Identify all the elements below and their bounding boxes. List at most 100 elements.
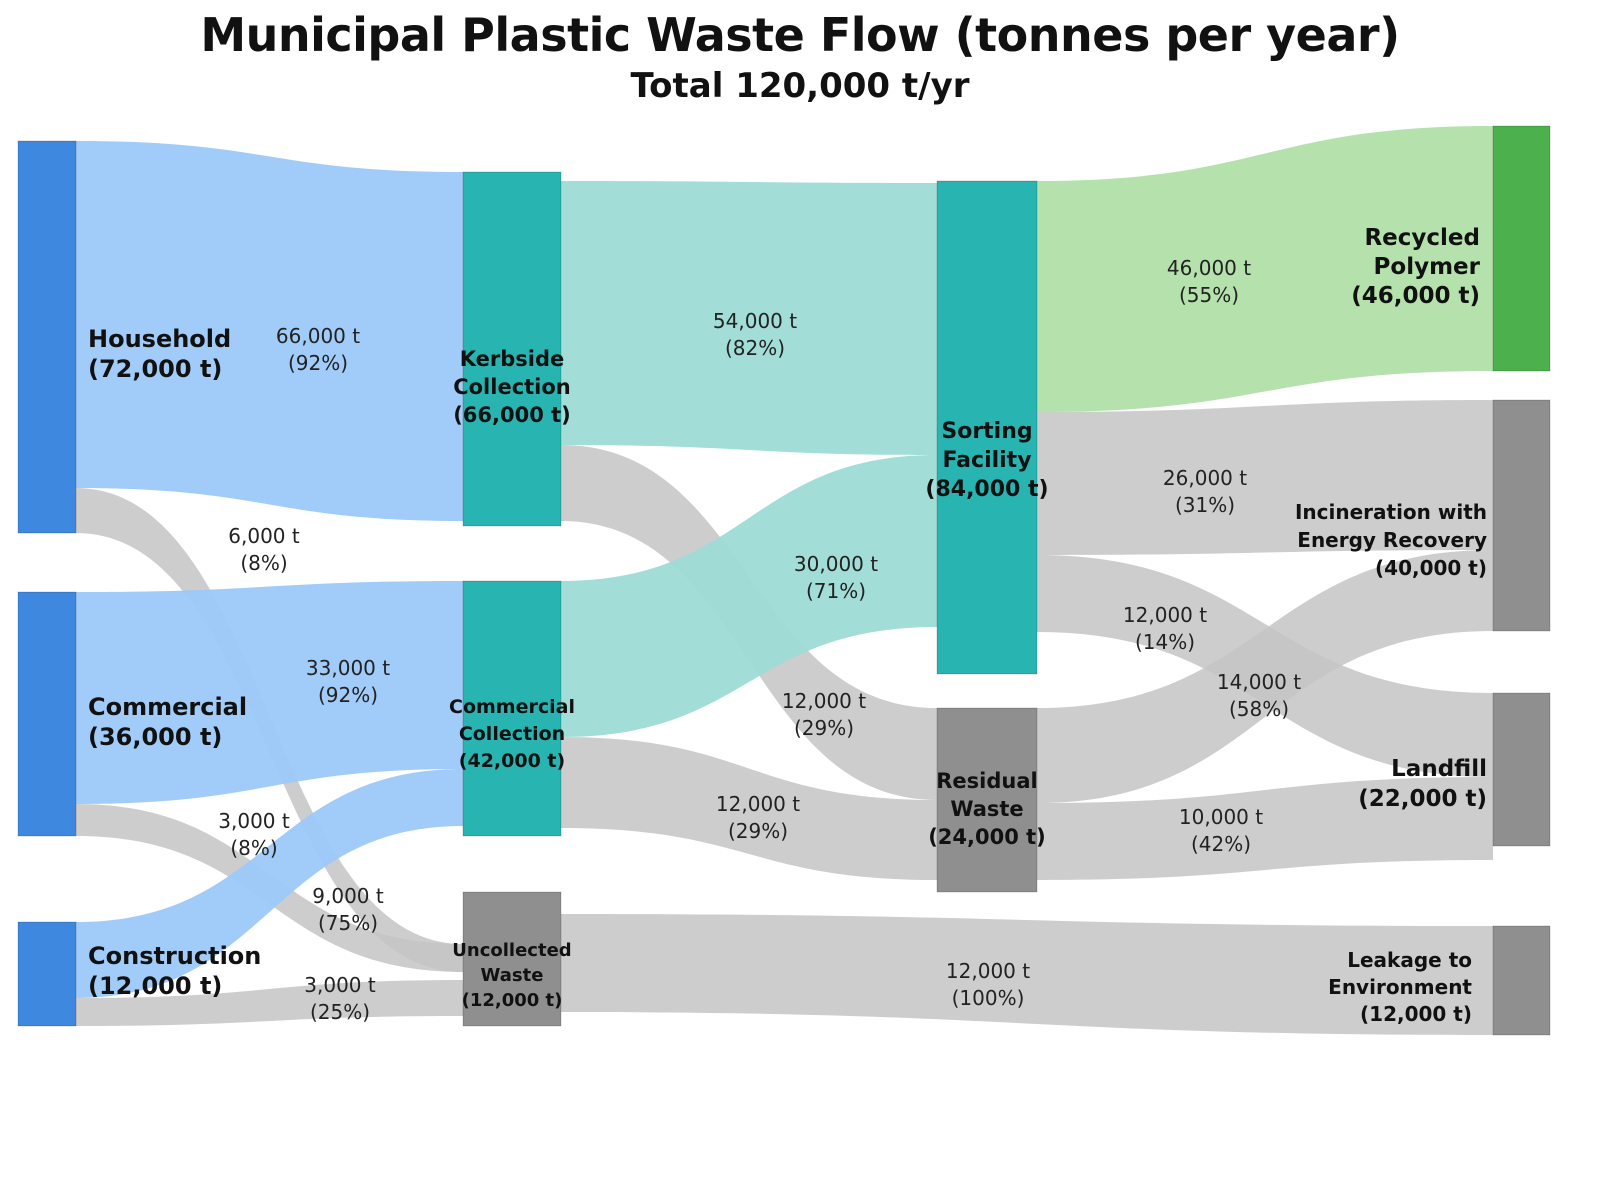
- node-label-line: (46,000 t): [1351, 283, 1480, 309]
- flow-share-label: (55%): [1179, 283, 1239, 307]
- flow-value-label: 66,000 t: [276, 324, 360, 348]
- flow-kerbside-to-sorting: [561, 181, 937, 455]
- node-label-line: Waste: [481, 965, 544, 986]
- node-label-commercial: Commercial (36,000 t): [88, 693, 247, 751]
- flow-label-kerbside-to-residual: 12,000 t (29%): [782, 689, 866, 740]
- node-label-incineration: Incineration with Energy Recovery (40,000 …: [1295, 500, 1487, 580]
- node-construction: [17, 921, 77, 1027]
- node-label-line: Kerbside: [460, 347, 565, 371]
- flow-label-household-to-kerbside: 66,000 t (92%): [276, 324, 360, 375]
- flow-construction-to-uncollected: [76, 980, 463, 1026]
- node-label-line: Energy Recovery: [1297, 528, 1487, 552]
- flow-share-label: (71%): [806, 579, 866, 603]
- flow-value-label: 9,000 t: [312, 884, 384, 908]
- flow-share-label: (92%): [288, 351, 348, 375]
- flow-label-residual-to-landfill: 10,000 t (42%): [1179, 805, 1263, 856]
- node-label-line: Household: [88, 325, 231, 353]
- node-label-line: (72,000 t): [88, 355, 222, 383]
- flow-value-label: 14,000 t: [1217, 670, 1301, 694]
- node-label-line: (42,000 t): [459, 750, 565, 772]
- flow-share-label: (29%): [728, 819, 788, 843]
- node-label-line: (36,000 t): [88, 723, 222, 751]
- flow-share-label: (82%): [725, 336, 785, 360]
- node-residual: [936, 707, 1038, 893]
- flow-value-label: 30,000 t: [794, 552, 878, 576]
- node-label-line: (24,000 t): [928, 825, 1046, 849]
- node-commercial_collection: [462, 580, 562, 837]
- flow-residual-to-incineration: [1037, 550, 1493, 803]
- node-label-line: Construction: [88, 942, 261, 970]
- flow-commercial_collection-to-residual: [561, 737, 937, 880]
- node-label-line: Environment: [1328, 975, 1472, 999]
- flow-value-label: 12,000 t: [782, 689, 866, 713]
- flow-share-label: (75%): [318, 911, 378, 935]
- flow-household-to-kerbside: [76, 141, 463, 521]
- node-label-line: (12,000 t): [88, 972, 222, 1000]
- flow-share-label: (58%): [1229, 697, 1289, 721]
- node-label-line: (66,000 t): [453, 403, 571, 427]
- flow-value-label: 3,000 t: [304, 973, 376, 997]
- node-landfill: [1492, 692, 1551, 847]
- flow-value-label: 54,000 t: [713, 309, 797, 333]
- flow-label-construction-to-uncollected: 3,000 t (25%): [304, 973, 376, 1024]
- node-label-uncollected: Uncollected Waste (12,000 t): [452, 940, 571, 1011]
- flow-value-label: 12,000 t: [1123, 603, 1207, 627]
- node-label-commercial_collection: Commercial Collection (42,000 t): [449, 696, 575, 772]
- labels-layer: Household (72,000 t)Commercial (36,000 t)C…: [88, 225, 1487, 1026]
- flow-label-construction-to-commercial_collection: 9,000 t (75%): [312, 884, 384, 935]
- flow-label-household-to-uncollected: 6,000 t (8%): [228, 524, 300, 575]
- flow-label-kerbside-to-sorting: 54,000 t (82%): [713, 309, 797, 360]
- node-label-line: Polymer: [1374, 254, 1481, 280]
- node-label-line: (12,000 t): [1360, 1002, 1472, 1026]
- flow-share-label: (42%): [1191, 832, 1251, 856]
- node-label-leakage: Leakage to Environment (12,000 t): [1328, 948, 1472, 1026]
- flow-residual-to-landfill: [1037, 777, 1493, 880]
- flow-share-label: (8%): [230, 836, 277, 860]
- flow-label-sorting-to-incineration: 26,000 t (31%): [1163, 466, 1247, 517]
- node-label-line: Recycled: [1364, 225, 1480, 251]
- node-label-line: Commercial: [449, 696, 575, 718]
- node-label-line: (22,000 t): [1358, 786, 1487, 812]
- flow-label-commercial-to-commercial_collection: 33,000 t (92%): [306, 656, 390, 707]
- flow-label-commercial_collection-to-residual: 12,000 t (29%): [716, 792, 800, 843]
- node-label-line: (40,000 t): [1375, 556, 1487, 580]
- flow-commercial_collection-to-sorting: [561, 455, 937, 737]
- node-incineration: [1492, 399, 1551, 632]
- node-label-line: Incineration with: [1295, 500, 1487, 524]
- flow-label-residual-to-incineration: 14,000 t (58%): [1217, 670, 1301, 721]
- flow-label-sorting-to-landfill: 12,000 t (14%): [1123, 603, 1207, 654]
- chart-title: Municipal Plastic Waste Flow (tonnes per…: [200, 8, 1400, 62]
- node-label-line: Facility: [942, 448, 1031, 473]
- node-kerbside: [462, 171, 562, 527]
- flow-sorting-to-incineration: [1037, 400, 1493, 555]
- flow-share-label: (31%): [1175, 493, 1235, 517]
- node-label-line: (84,000 t): [925, 477, 1048, 502]
- nodes-layer: [17, 125, 1551, 1036]
- node-label-residual: Residual Waste (24,000 t): [928, 769, 1046, 849]
- flow-share-label: (25%): [310, 1000, 370, 1024]
- node-label-line: Leakage to: [1347, 948, 1472, 972]
- node-recycled: [1492, 125, 1551, 372]
- flow-share-label: (14%): [1135, 630, 1195, 654]
- node-label-line: Sorting: [941, 419, 1032, 444]
- node-label-kerbside: Kerbside Collection (66,000 t): [453, 347, 571, 427]
- flow-value-label: 6,000 t: [228, 524, 300, 548]
- flow-value-label: 46,000 t: [1167, 256, 1251, 280]
- flow-value-label: 12,000 t: [716, 792, 800, 816]
- node-leakage: [1492, 925, 1551, 1036]
- node-label-construction: Construction (12,000 t): [88, 942, 261, 1000]
- node-household: [17, 140, 77, 534]
- flow-label-commercial_collection-to-sorting: 30,000 t (71%): [794, 552, 878, 603]
- flow-value-label: 26,000 t: [1163, 466, 1247, 490]
- node-label-line: Collection: [453, 375, 571, 399]
- flow-sorting-to-recycled: [1037, 126, 1493, 412]
- flow-construction-to-commercial_collection: [76, 769, 463, 998]
- node-label-line: Uncollected: [452, 940, 571, 961]
- flow-label-sorting-to-recycled: 46,000 t (55%): [1167, 256, 1251, 307]
- flow-share-label: (8%): [240, 551, 287, 575]
- node-label-line: Commercial: [88, 693, 247, 721]
- node-label-line: Waste: [950, 797, 1023, 821]
- node-uncollected: [462, 891, 562, 1027]
- flow-value-label: 10,000 t: [1179, 805, 1263, 829]
